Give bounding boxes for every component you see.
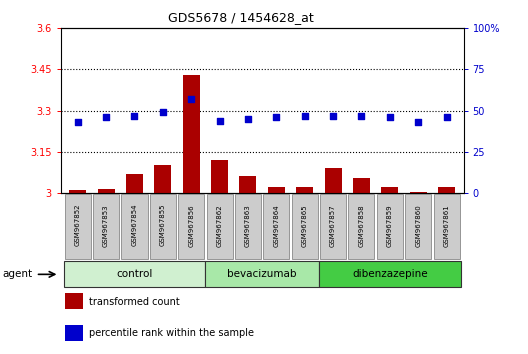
Point (244, 116, 252, 122)
Text: GSM967857: GSM967857 (330, 204, 336, 246)
FancyBboxPatch shape (65, 194, 91, 259)
Bar (268, 188, 285, 193)
Text: GSM967856: GSM967856 (188, 204, 194, 246)
Point (300, 113, 309, 118)
Point (215, 118, 224, 123)
Bar (296, 188, 313, 193)
FancyBboxPatch shape (320, 194, 346, 259)
Text: GSM967853: GSM967853 (103, 204, 109, 246)
Text: GSM967865: GSM967865 (301, 204, 308, 246)
Text: transformed count: transformed count (89, 297, 180, 307)
Bar (211, 160, 228, 193)
FancyBboxPatch shape (205, 261, 319, 287)
Bar (381, 188, 398, 193)
Bar (65, 293, 83, 309)
Text: GSM967852: GSM967852 (75, 204, 81, 246)
Point (414, 119, 422, 125)
Text: GDS5678 / 1454628_at: GDS5678 / 1454628_at (168, 11, 314, 24)
FancyBboxPatch shape (433, 194, 459, 259)
Point (187, 96, 195, 102)
FancyBboxPatch shape (319, 261, 461, 287)
Text: GSM967862: GSM967862 (216, 204, 223, 246)
Point (442, 114, 451, 120)
Bar (353, 178, 370, 193)
Point (130, 113, 139, 118)
Text: GSM967859: GSM967859 (387, 204, 393, 246)
Text: GSM967854: GSM967854 (131, 204, 137, 246)
FancyBboxPatch shape (377, 194, 403, 259)
Text: GSM967855: GSM967855 (160, 204, 166, 246)
Point (102, 114, 110, 120)
Point (385, 114, 394, 120)
Bar (183, 75, 200, 193)
FancyBboxPatch shape (206, 194, 233, 259)
Bar (98, 189, 115, 193)
Text: GSM967860: GSM967860 (415, 204, 421, 247)
Text: control: control (116, 269, 153, 279)
Point (73, 119, 82, 125)
Bar (65, 325, 83, 341)
FancyBboxPatch shape (348, 194, 374, 259)
Point (357, 113, 366, 118)
Text: GSM967858: GSM967858 (359, 204, 364, 246)
FancyBboxPatch shape (63, 261, 205, 287)
Point (272, 114, 280, 120)
Text: percentile rank within the sample: percentile rank within the sample (89, 328, 254, 338)
Bar (325, 168, 342, 193)
FancyBboxPatch shape (121, 194, 147, 259)
Text: bevacizumab: bevacizumab (228, 269, 297, 279)
Bar (438, 188, 455, 193)
FancyBboxPatch shape (263, 194, 289, 259)
Bar (126, 174, 143, 193)
FancyBboxPatch shape (235, 194, 261, 259)
Point (329, 113, 337, 118)
FancyBboxPatch shape (178, 194, 204, 259)
Bar (240, 177, 257, 193)
Text: agent: agent (3, 269, 33, 279)
Text: GSM967864: GSM967864 (274, 204, 279, 246)
FancyBboxPatch shape (93, 194, 119, 259)
FancyBboxPatch shape (150, 194, 176, 259)
Text: GSM967861: GSM967861 (444, 204, 449, 247)
Bar (154, 166, 172, 193)
Bar (69, 190, 86, 193)
FancyBboxPatch shape (291, 194, 318, 259)
Text: dibenzazepine: dibenzazepine (352, 269, 428, 279)
Point (158, 109, 167, 115)
FancyBboxPatch shape (405, 194, 431, 259)
Bar (410, 192, 427, 193)
Text: GSM967863: GSM967863 (245, 204, 251, 247)
